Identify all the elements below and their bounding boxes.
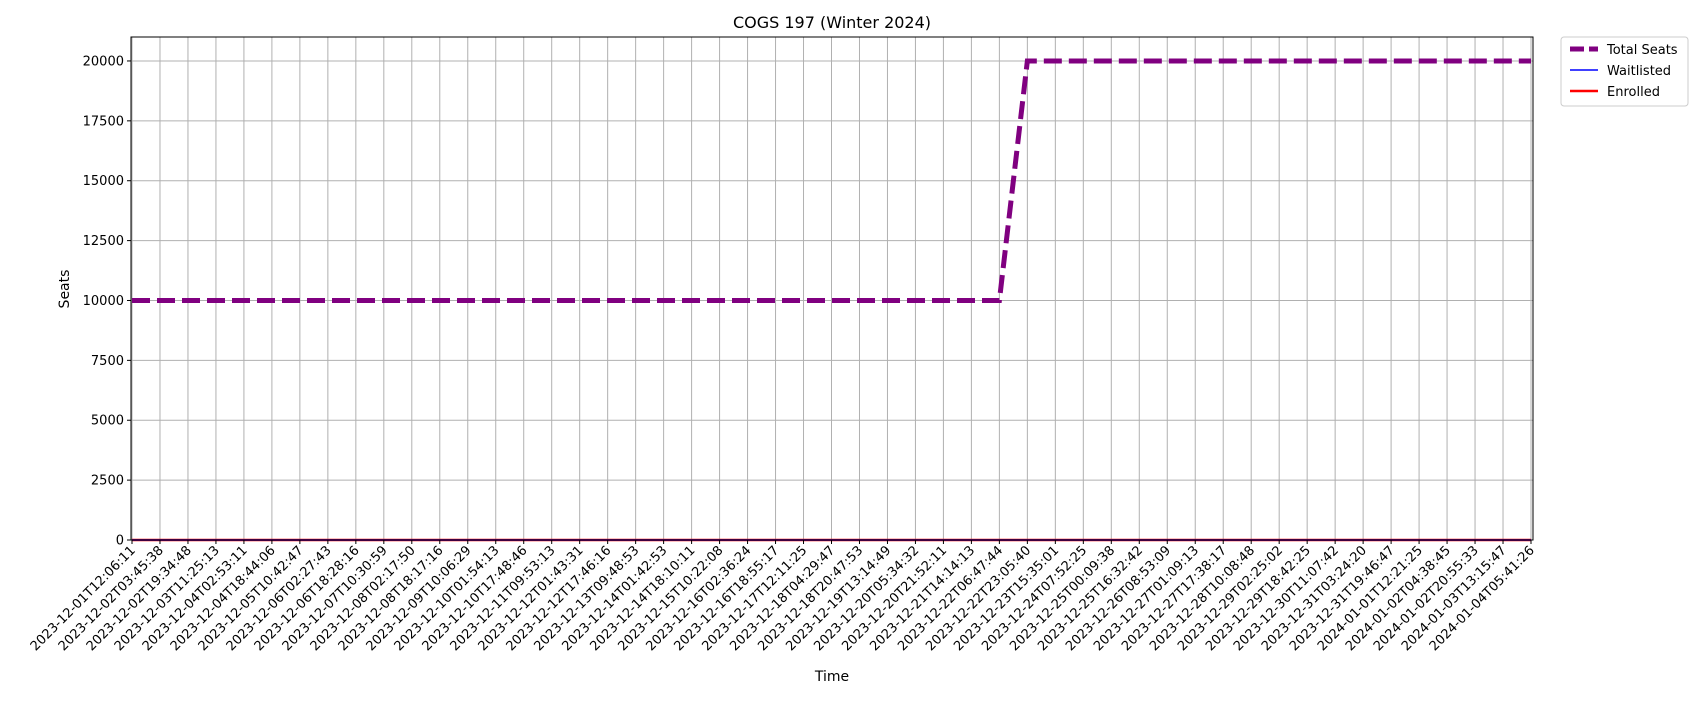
y-tick-label: 5000 — [91, 414, 124, 429]
y-tick-label: 0 — [116, 534, 124, 549]
y-tick-label: 12500 — [83, 234, 124, 249]
grid — [131, 37, 1533, 541]
y-tick-label: 2500 — [91, 474, 124, 489]
x-axis-label: Time — [814, 669, 849, 685]
y-tick-label: 20000 — [83, 54, 124, 69]
legend: Total Seats Waitlisted Enrolled — [1560, 36, 1689, 107]
y-tick-label: 15000 — [83, 174, 124, 189]
legend-box — [1560, 36, 1689, 107]
legend-label-waitlisted: Waitlisted — [1607, 64, 1671, 79]
x-axis: 2023-12-01T12:06:112023-12-02T03:45:3820… — [28, 540, 1538, 654]
y-tick-label: 7500 — [91, 354, 124, 369]
y-tick-label: 10000 — [83, 294, 124, 309]
legend-label-enrolled: Enrolled — [1607, 85, 1660, 100]
y-axis: 0 2500 5000 7500 10000 12500 15000 17500 20000 — [83, 54, 131, 549]
y-axis-label: Seats — [57, 270, 73, 309]
legend-label-total-seats: Total Seats — [1606, 43, 1678, 58]
chart-title: COGS 197 (Winter 2024) — [733, 13, 931, 32]
series-line-total-seats — [132, 58, 1531, 303]
y-tick-label: 17500 — [83, 114, 124, 129]
